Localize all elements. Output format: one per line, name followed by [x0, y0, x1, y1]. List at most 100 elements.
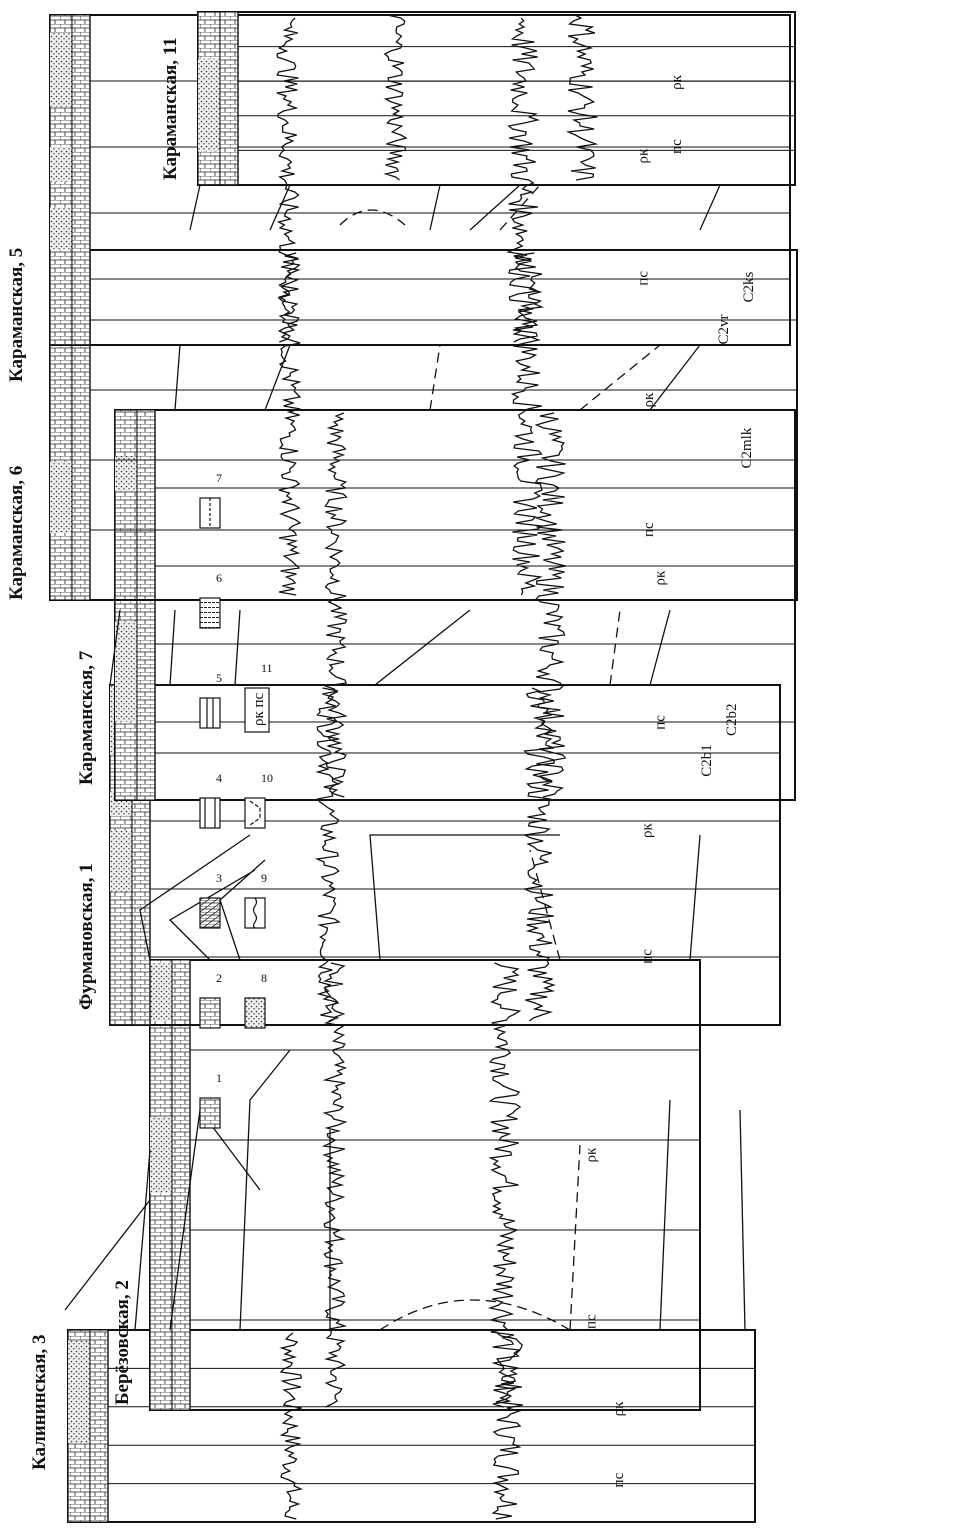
sp-curve: [565, 14, 599, 181]
legend-label-3: 3: [216, 871, 222, 885]
correlation-line: [369, 834, 560, 961]
legend-item-3: 3: [199, 871, 222, 929]
curve-label-rho: ρк: [640, 823, 656, 838]
correlation-line: [139, 834, 251, 961]
strat-label: C2mlk: [739, 427, 755, 468]
strat-label: C2b2: [724, 703, 740, 736]
correlation-line: [169, 609, 176, 686]
rho-k-curve: [383, 14, 408, 181]
lithology-column: [197, 11, 796, 186]
well-title: Калининская, 3: [29, 1334, 50, 1470]
curve-label-sp: пс: [584, 1314, 600, 1329]
curve-label-sp: пс: [653, 715, 669, 730]
correlation-line: [469, 184, 521, 231]
well-2: пс ρк: [149, 959, 701, 1411]
correlation-line: [239, 1049, 291, 1331]
lithology-column: [49, 14, 791, 346]
legend-label-9: 9: [261, 871, 267, 885]
legend-label-10: 10: [261, 771, 273, 785]
curve-label-rho: ρк: [641, 392, 657, 407]
rho-k-curve: [277, 252, 302, 596]
curve-label-rho: ρк: [653, 570, 669, 585]
well-5: пс ρк C2ks C2vr: [49, 249, 798, 601]
well-title: Караманская, 11: [160, 37, 181, 180]
strat-label: C2b1: [699, 744, 715, 777]
legend-label-11: 11: [261, 661, 273, 675]
legend-item-2: 2: [199, 971, 222, 1029]
correlation-line: [168, 869, 256, 961]
rho-k-curve: [276, 17, 301, 343]
rho-k-curve: [324, 412, 348, 798]
curve-label-rho: ρк: [584, 1147, 600, 1162]
log-curves: [321, 962, 522, 1408]
well-title: Караманская, 5: [6, 248, 27, 382]
correlation-line: [609, 609, 621, 686]
legend-item-5: 5: [199, 671, 222, 729]
rho-k-curve: [279, 1332, 303, 1520]
correlation-line: [429, 344, 441, 411]
legend-item-10: 10: [244, 771, 273, 829]
legend-label-7: 7: [216, 471, 222, 485]
curve-label-rho: ρк: [611, 1401, 627, 1416]
legend-item-1: 1: [199, 1071, 222, 1129]
log-curves: [279, 1332, 524, 1520]
legend-label-8: 8: [261, 971, 267, 985]
correlation-line: [174, 344, 181, 411]
legend-item-8: 8: [244, 971, 267, 1029]
legend-item-4: 4: [199, 771, 222, 829]
log-curves: [276, 17, 540, 343]
sp-curve: [487, 962, 522, 1408]
log-curves: [277, 252, 545, 596]
correlation-line: [134, 1149, 151, 1331]
lithology-column: [49, 249, 798, 601]
correlation-line: [699, 184, 721, 231]
sp-curve: [533, 412, 567, 798]
lithology-column: [109, 684, 781, 1026]
correlation-line: [569, 1144, 581, 1331]
legend-item-11: ρк пс 11: [244, 661, 273, 733]
lithology-column: [149, 959, 701, 1411]
well-title: Фурмановская, 1: [76, 863, 97, 1010]
log-curves: [324, 412, 567, 798]
legend-label-6: 6: [216, 571, 222, 585]
correlation-line: [649, 344, 701, 411]
strat-label: C2ks: [741, 271, 757, 302]
curve-label-sp: пс: [641, 522, 657, 537]
curve-label-sp: пс: [611, 1472, 627, 1487]
log-curves: [314, 687, 556, 1022]
well-1: пс ρк: [67, 1329, 756, 1523]
legend-item-9: 9: [244, 871, 267, 929]
lithology-column: [114, 409, 796, 801]
curve-label-rho: ρк: [669, 74, 685, 89]
legend-label-4: 4: [216, 771, 222, 785]
correlation-line: [264, 344, 291, 411]
correlation-line: [379, 1299, 571, 1331]
correlation-line: [374, 609, 471, 686]
well-7: пс ρк: [197, 11, 796, 186]
correlation-line: [339, 209, 406, 226]
correlation-line: [649, 609, 671, 686]
correlation-line: [689, 834, 701, 961]
correlation-line: [189, 184, 201, 231]
correlation-line: [579, 344, 661, 411]
rho-k-curve: [314, 687, 341, 1022]
correlation-line: [499, 184, 541, 231]
curve-label-sp: пс: [640, 949, 656, 964]
well-6: пс ρк: [49, 14, 791, 346]
legend-symbol-11: ρк пс: [251, 692, 267, 726]
well-title: Караманская, 7: [76, 650, 97, 785]
legend-item-6: 6: [199, 571, 222, 629]
lithology-column: [67, 1329, 756, 1523]
curve-label-sp: пс: [636, 271, 652, 286]
sp-curve: [491, 1332, 524, 1520]
sp-curve: [522, 687, 556, 1022]
legend-label-2: 2: [216, 971, 222, 985]
legend-label-1: 1: [216, 1071, 222, 1085]
correlation-line: [429, 184, 441, 231]
well-4: пс ρк C2mlk: [114, 409, 796, 801]
log-curves: [383, 14, 599, 181]
legend-label-5: 5: [216, 671, 222, 685]
curve-label-sp: пс: [669, 139, 685, 154]
